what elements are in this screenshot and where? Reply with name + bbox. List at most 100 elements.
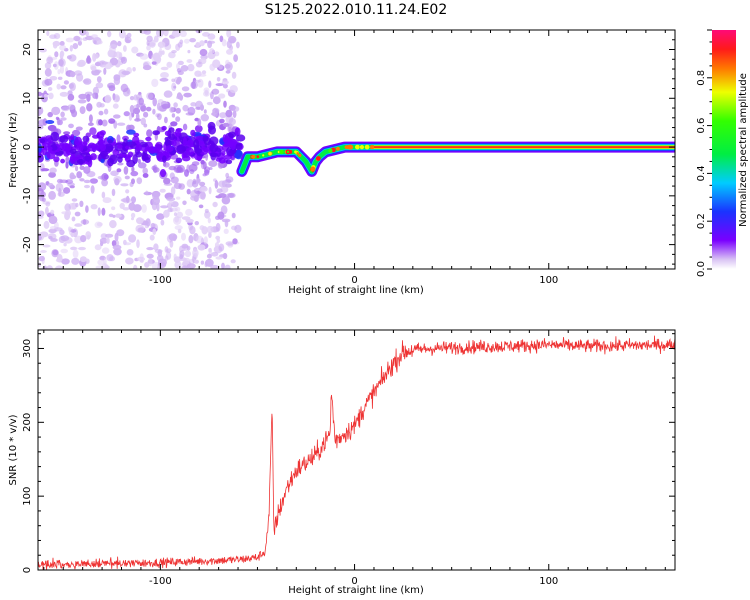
noise-blob xyxy=(107,49,114,58)
band-blob xyxy=(229,148,237,154)
noise-blob xyxy=(220,205,228,215)
noise-blob xyxy=(72,129,81,137)
noise-blob xyxy=(170,176,179,184)
noise-blob xyxy=(210,264,219,269)
noise-blob xyxy=(232,238,238,245)
noise-blob xyxy=(187,49,191,54)
noise-blob xyxy=(85,231,92,240)
noise-blob xyxy=(175,107,181,114)
noise-blob xyxy=(59,91,69,97)
noise-blob xyxy=(45,202,51,207)
noise-blob xyxy=(49,34,57,39)
band-blob xyxy=(127,151,134,158)
band-blob xyxy=(218,157,226,164)
noise-blob xyxy=(60,248,68,254)
noise-blob xyxy=(146,35,153,42)
noise-blob xyxy=(41,197,46,202)
noise-blob xyxy=(200,57,207,65)
noise-blob xyxy=(108,85,116,92)
noise-blob xyxy=(101,207,106,216)
noise-blob xyxy=(111,240,117,247)
band-blob xyxy=(164,139,171,146)
noise-blob xyxy=(192,248,199,258)
noise-blob xyxy=(95,82,104,89)
band-blob xyxy=(221,150,226,156)
band-blob xyxy=(234,149,243,160)
band-blob xyxy=(99,143,107,151)
noise-blob xyxy=(109,57,119,66)
band-blob xyxy=(211,152,219,157)
noise-blob xyxy=(77,99,87,104)
noise-blob xyxy=(47,183,54,188)
colorbar-label: Normalized spectral amplitude xyxy=(738,73,749,227)
noise-blob xyxy=(207,217,211,224)
noise-blob xyxy=(45,206,49,215)
noise-blob xyxy=(59,41,65,46)
noise-blob xyxy=(137,158,141,164)
noise-blob xyxy=(189,226,196,235)
noise-blob xyxy=(197,73,207,77)
noise-blob xyxy=(54,51,59,58)
noise-blob xyxy=(185,218,194,223)
noise-blob xyxy=(163,30,169,37)
noise-blob xyxy=(195,61,203,68)
noise-blob xyxy=(79,200,84,207)
band-blob xyxy=(193,139,200,149)
noise-blob xyxy=(194,259,200,264)
noise-blob xyxy=(145,218,151,227)
ridge-hotspot xyxy=(348,144,354,150)
noise-blob xyxy=(214,51,220,57)
noise-blob xyxy=(46,30,50,36)
noise-blob xyxy=(93,53,99,59)
ridge-hotspot xyxy=(296,152,300,155)
band-blob xyxy=(208,136,219,146)
band-blob xyxy=(185,147,194,156)
noise-blob xyxy=(224,264,231,269)
noise-blob xyxy=(222,83,228,89)
band-blob xyxy=(225,159,233,165)
noise-blob xyxy=(177,70,184,75)
noise-blob xyxy=(85,205,89,213)
noise-blob xyxy=(199,48,208,57)
noise-blob xyxy=(221,39,227,47)
noise-blob xyxy=(218,93,226,99)
noise-blob xyxy=(203,87,210,94)
noise-blob xyxy=(48,87,53,91)
noise-blob xyxy=(197,118,202,127)
noise-blob xyxy=(209,48,215,55)
noise-blob xyxy=(98,110,104,116)
noise-blob xyxy=(215,222,221,232)
noise-blob xyxy=(128,112,133,121)
noise-blob xyxy=(50,238,58,242)
noise-blob xyxy=(221,262,225,269)
band-blob xyxy=(209,143,219,153)
band-blob xyxy=(235,143,243,150)
noise-blob xyxy=(123,166,129,175)
noise-blob xyxy=(168,51,176,59)
noise-blob xyxy=(116,122,126,126)
band-blob xyxy=(135,143,142,152)
noise-blob xyxy=(176,196,181,200)
noise-blob xyxy=(67,182,75,187)
noise-blob xyxy=(223,228,229,234)
noise-blob xyxy=(230,259,236,264)
noise-blob xyxy=(68,83,74,89)
noise-blob xyxy=(42,244,51,248)
noise-blob xyxy=(205,258,214,267)
noise-blob xyxy=(222,252,228,260)
noise-blob xyxy=(204,210,211,219)
band-blob xyxy=(224,136,230,146)
noise-blob xyxy=(175,116,181,122)
noise-blob xyxy=(204,166,210,174)
noise-blob xyxy=(77,40,82,46)
colorbar-tick-label: 0.8 xyxy=(696,70,707,86)
band-blob xyxy=(62,143,70,151)
band-blob xyxy=(161,125,167,131)
noise-blob xyxy=(59,65,65,74)
noise-blob xyxy=(233,54,239,62)
noise-blob xyxy=(86,103,93,112)
ridge-hotspot xyxy=(344,145,349,150)
noise-blob xyxy=(187,63,195,72)
